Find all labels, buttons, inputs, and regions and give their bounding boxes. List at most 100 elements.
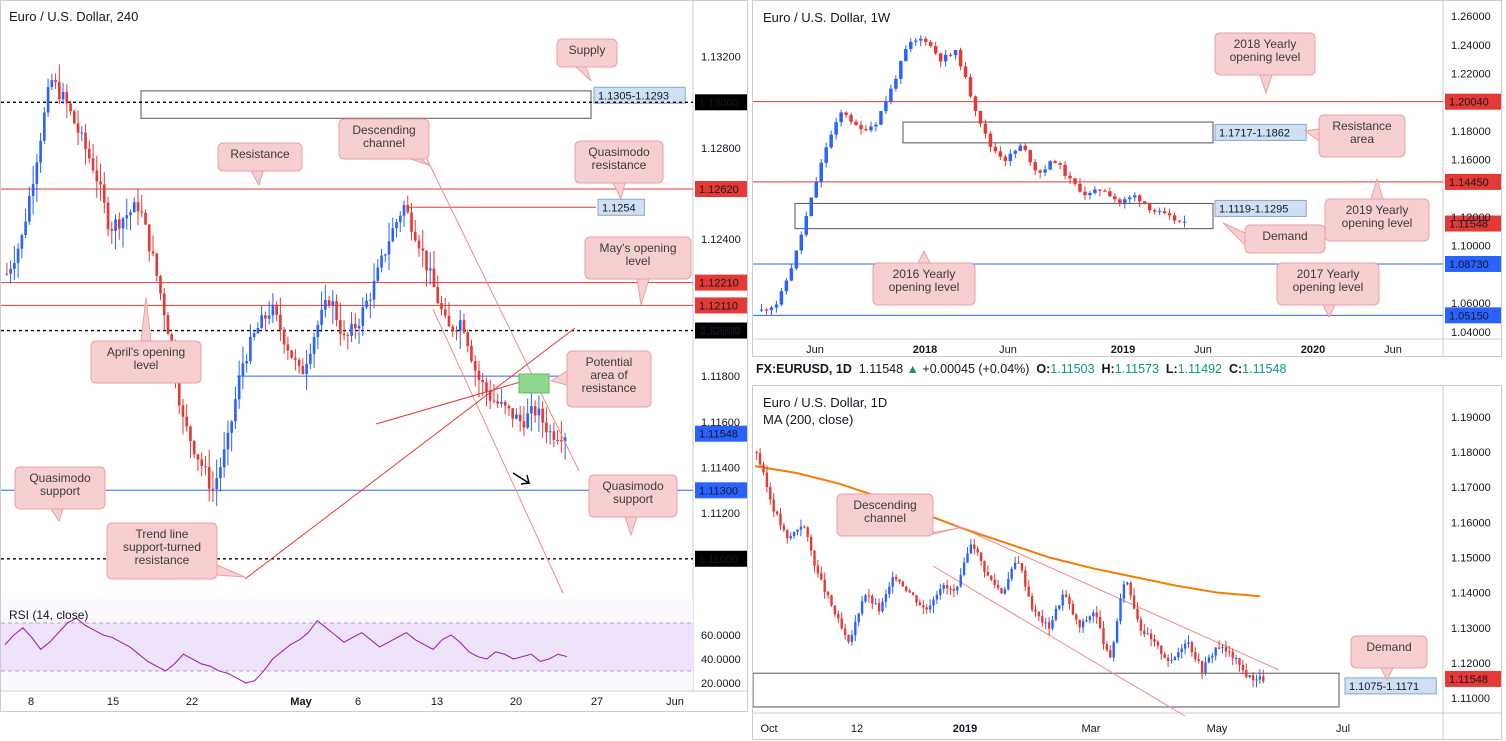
candle-body — [211, 488, 215, 490]
chart-panel-weekly[interactable]: Euro / U.S. Dollar, 1W 1.1717-1.1862 1.11… — [752, 0, 1502, 357]
candle-body — [1063, 164, 1067, 176]
candle-body — [84, 132, 87, 149]
candle-body — [942, 584, 945, 589]
candle-body — [864, 129, 868, 131]
candle-body — [925, 607, 928, 610]
candle-body — [117, 219, 121, 229]
candle-body — [215, 478, 218, 490]
chart-weekly-canvas[interactable]: 1.1717-1.1862 1.1119-1.1295 1.20040 1.14450… — [753, 1, 1502, 357]
candle-body — [1098, 616, 1102, 629]
chart-panel-daily[interactable]: Euro / U.S. Dollar, 1D MA (200, close) 1… — [752, 385, 1502, 740]
candle-body — [1078, 183, 1082, 192]
x-tick-label: 2019 — [1111, 344, 1135, 356]
candle-body — [1143, 630, 1146, 635]
candle-body — [54, 80, 57, 83]
candle-body — [1020, 563, 1024, 571]
infobar-l-label: L: — [1165, 362, 1178, 376]
candle-body — [50, 80, 54, 88]
callout-2018-yearly-text: opening level — [1230, 50, 1301, 64]
candle-body — [879, 111, 883, 125]
callout-quasimodo-support-left-text: Quasimodo — [29, 471, 91, 485]
candle-body — [488, 391, 492, 401]
callout-demand-daily-box — [1350, 635, 1428, 669]
candle-body — [1068, 175, 1072, 179]
candle-body — [833, 605, 837, 615]
candle-body — [301, 365, 305, 374]
candle-body — [1128, 197, 1132, 200]
level-price-tag-3-bg — [695, 297, 747, 314]
candle-body — [874, 124, 878, 127]
callout-quasimodo-support-right-text: Quasimodo — [602, 479, 664, 493]
candle-body — [440, 303, 443, 310]
candle-body — [840, 618, 843, 629]
level-price-tag-7-bg — [695, 550, 747, 567]
callout-trendline-turned-text: Trend line — [136, 527, 189, 541]
candle-body — [894, 577, 898, 580]
candle-body — [136, 202, 140, 212]
candle-body — [260, 315, 263, 329]
infobar-close: 1.11548 — [1242, 362, 1287, 376]
channel-lower-line — [432, 308, 564, 594]
candle-body — [824, 147, 828, 163]
candle-body — [1214, 647, 1217, 656]
candle-body — [406, 205, 410, 213]
candle-body — [518, 414, 522, 422]
level-price-tag-0-bg — [1445, 93, 1501, 110]
candle-body — [1136, 608, 1139, 620]
candle-body — [779, 514, 782, 526]
callout-trendline-turned-text: support-turned — [123, 540, 201, 554]
zone-label-1254: 1.1254 — [602, 202, 636, 214]
candle-body — [387, 241, 391, 255]
candle-body — [541, 408, 544, 423]
candle-body — [106, 202, 110, 230]
candle-body — [339, 320, 342, 334]
candle-body — [819, 162, 823, 183]
candle-body — [1105, 644, 1109, 651]
candle-body — [65, 91, 69, 104]
resistance-area-zone — [902, 121, 1214, 144]
callout-mays-opening-text: May's opening — [599, 241, 676, 255]
candle-body — [204, 466, 207, 468]
candle-body — [758, 453, 762, 465]
callout-descending-channel-text: Descending — [352, 123, 415, 137]
candle-body — [884, 101, 888, 112]
candle-body — [357, 325, 361, 329]
candle-body — [20, 235, 24, 249]
candle-body — [850, 635, 854, 642]
candle-body — [1028, 150, 1032, 163]
candle-body — [990, 575, 993, 580]
candle-body — [1177, 652, 1180, 658]
chart-panel-4h[interactable]: Euro / U.S. Dollar, 240 1.1305-1.1293 1.1… — [0, 0, 748, 712]
candle-body — [1245, 670, 1248, 678]
candle-body — [91, 158, 95, 171]
candle-body — [922, 605, 925, 608]
candle-body — [372, 280, 376, 300]
x-tick-label: Jun — [666, 696, 684, 708]
candle-body — [237, 375, 241, 400]
candle-body — [9, 268, 12, 274]
callout-trendline-turned-text: resistance — [135, 553, 190, 567]
candle-body — [909, 41, 913, 50]
chart-title-4h: Euro / U.S. Dollar, 240 — [9, 9, 139, 24]
candle-body — [24, 221, 27, 236]
candle-body — [522, 421, 526, 428]
candle-body — [76, 123, 80, 133]
candle-body — [1083, 191, 1087, 196]
candle-body — [884, 594, 888, 602]
candle-body — [799, 234, 804, 251]
candle-body — [410, 212, 413, 232]
chart-4h-canvas[interactable]: 1.1305-1.1293 1.13000 1.12620 1.12210 1.1211… — [1, 1, 748, 712]
chart-daily-canvas[interactable]: 1.1075-1.1171 1.19000 1.18000 1.17000 1.1600… — [753, 386, 1502, 740]
callout-quasimodo-resistance-text: Quasimodo — [588, 145, 650, 159]
candle-body — [1098, 189, 1102, 191]
candle-body — [125, 215, 129, 219]
candle-body — [854, 621, 857, 636]
candle-body — [958, 50, 963, 67]
candle-body — [1058, 605, 1061, 609]
callout-aprils-opening-text: April's opening — [107, 345, 185, 359]
candle-body — [354, 323, 357, 329]
candle-body — [200, 459, 204, 467]
